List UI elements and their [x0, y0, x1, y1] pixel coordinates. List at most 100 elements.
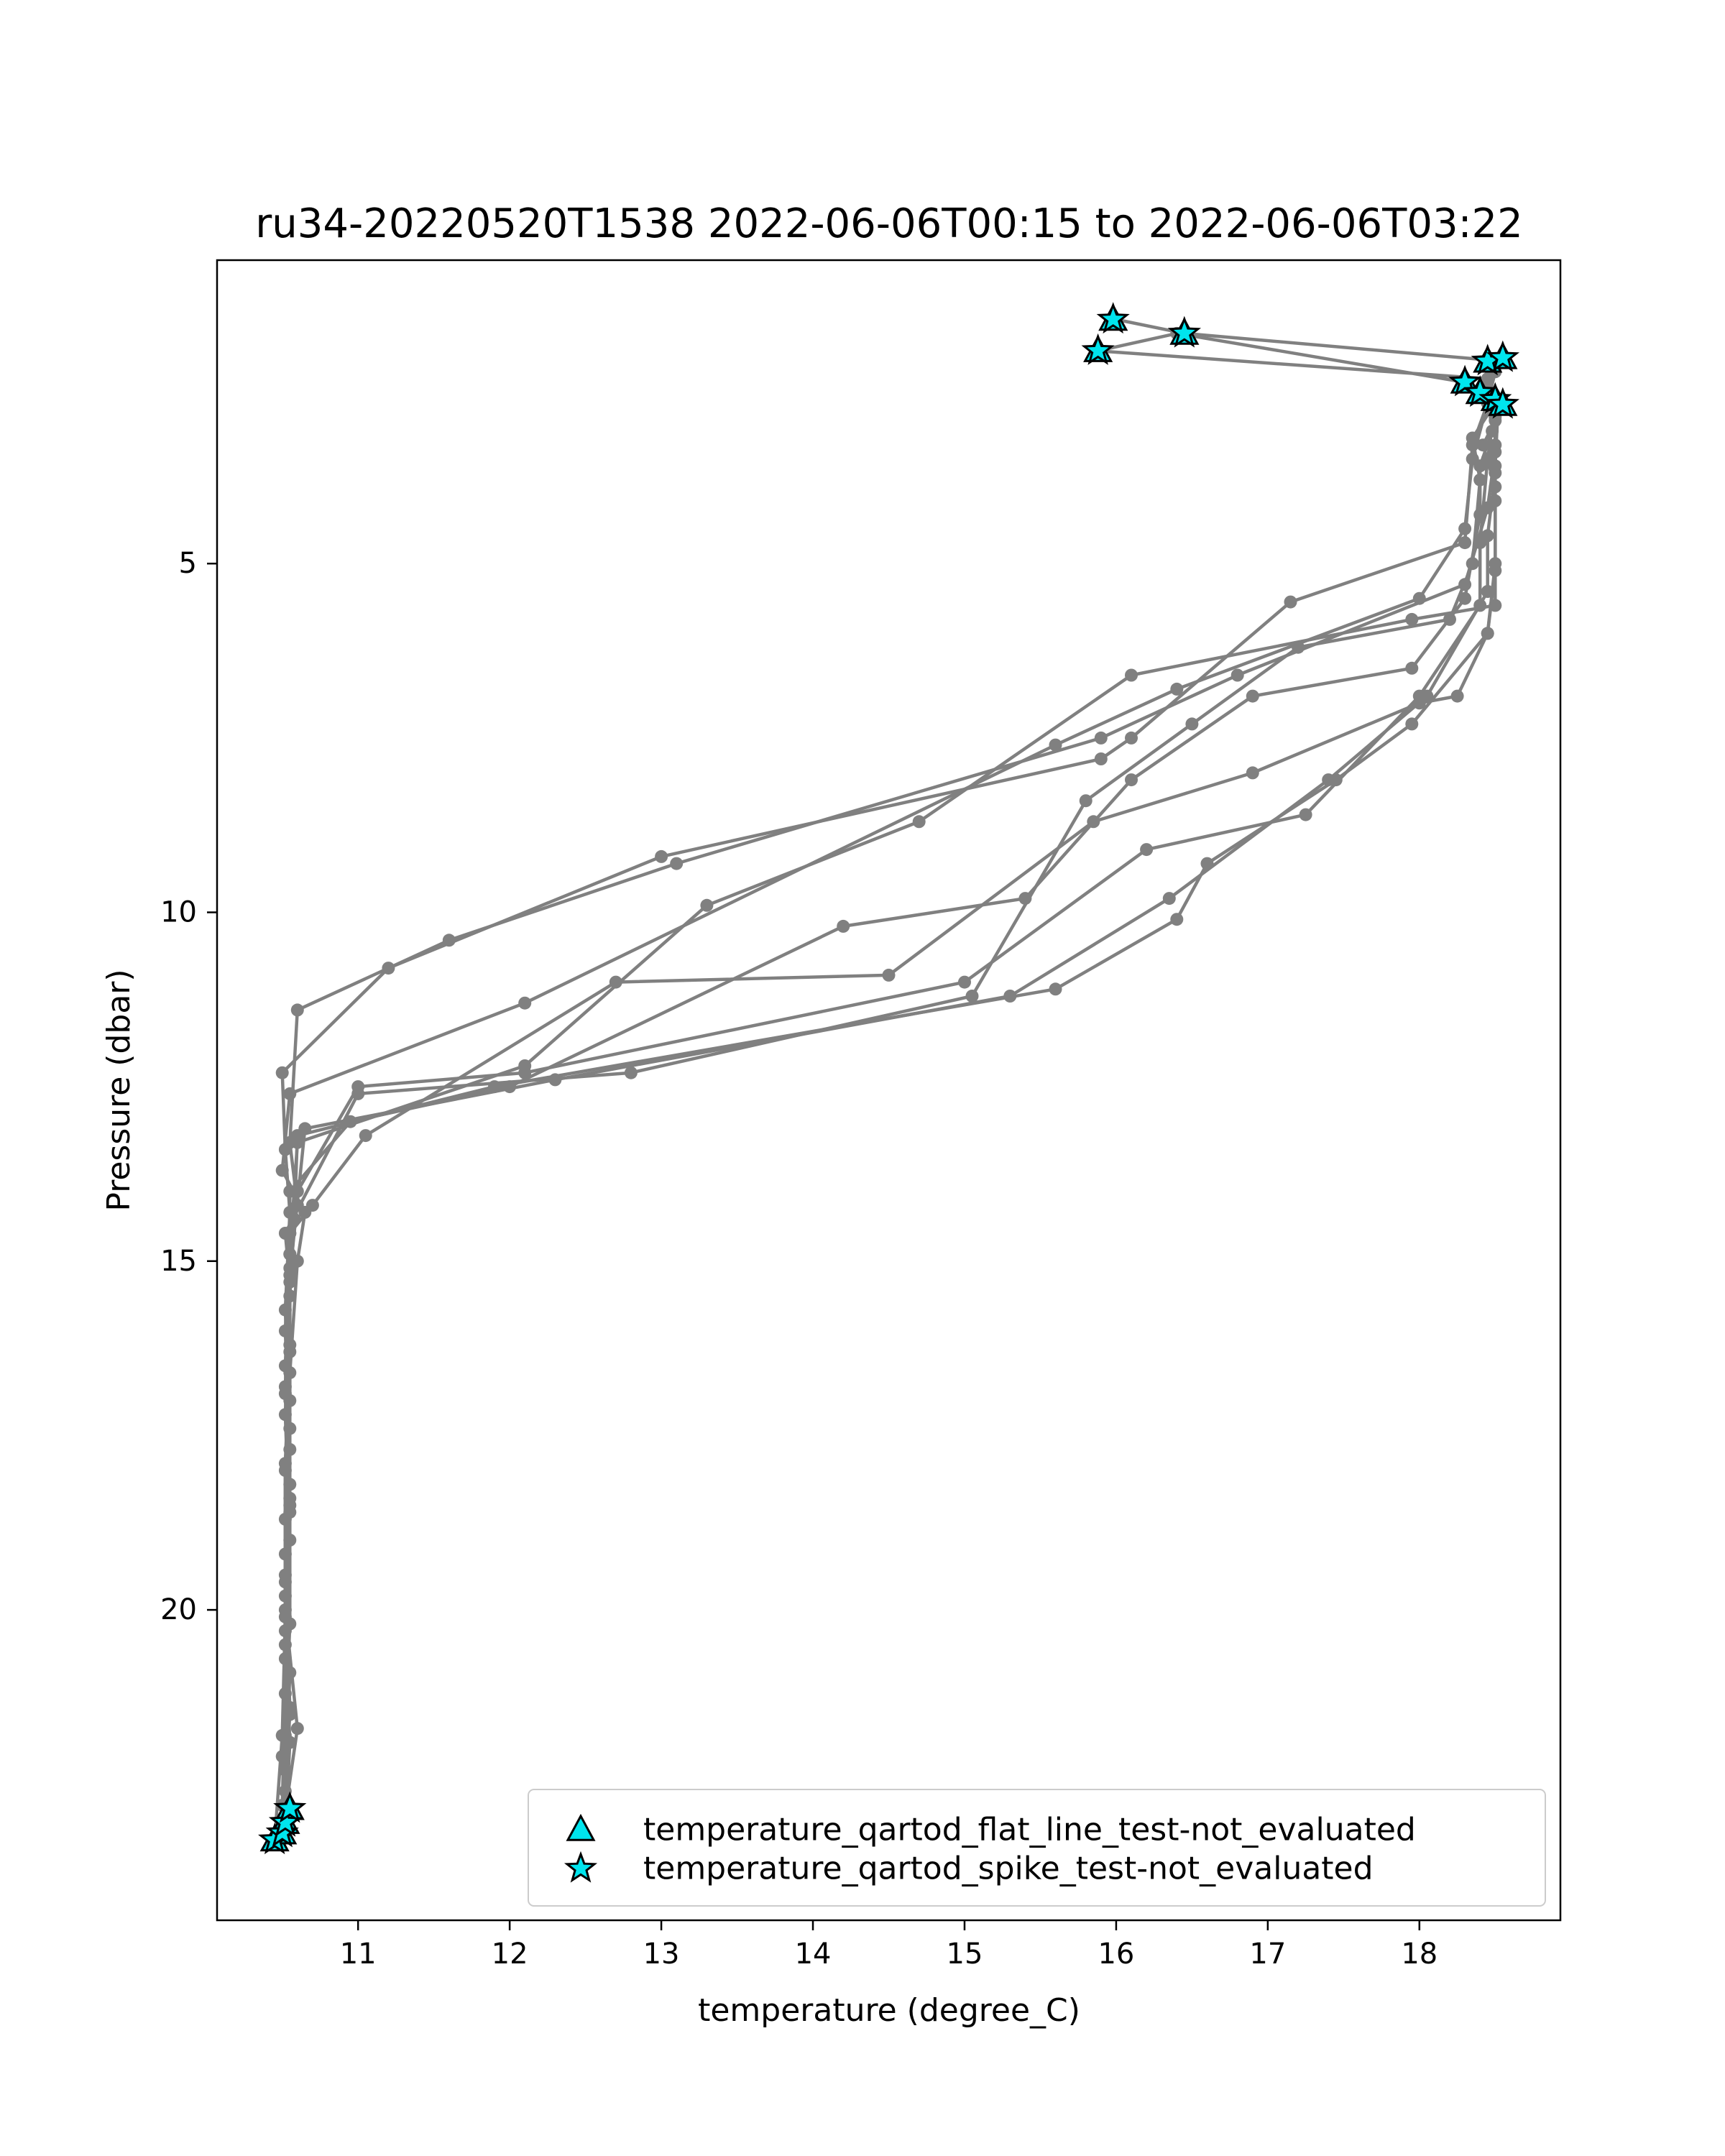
- flag-star-marker: [1096, 302, 1130, 334]
- profile-point: [1087, 815, 1100, 829]
- profile-point: [1489, 557, 1502, 571]
- profile-point: [283, 1617, 297, 1631]
- x-tick-label: 18: [1401, 1938, 1438, 1971]
- profile-point: [275, 1164, 289, 1177]
- profile-point: [1049, 982, 1062, 996]
- profile-point: [290, 1184, 304, 1198]
- legend-entry-flat-line: temperature_qartod_flat_line_test-not_ev…: [643, 1812, 1416, 1848]
- profile-point: [283, 1498, 297, 1512]
- profile-point: [278, 1380, 292, 1393]
- profile-point: [1094, 752, 1108, 765]
- profile-point: [609, 975, 622, 989]
- profile-point: [1473, 599, 1487, 612]
- profile-point: [1094, 731, 1108, 745]
- profile-point: [518, 1066, 532, 1079]
- profile-line: [283, 406, 1497, 1833]
- plot-frame: [216, 259, 1562, 1922]
- profile-point: [624, 1066, 638, 1079]
- profile-point: [442, 934, 456, 947]
- x-tick-label: 11: [340, 1938, 377, 1971]
- flag-star-marker: [1081, 333, 1115, 365]
- y-tick-label: 10: [160, 896, 197, 929]
- profile-line: [280, 400, 1497, 1827]
- legend-star-marker: [564, 1851, 598, 1883]
- flag-star-marker: [1486, 387, 1519, 419]
- profile-point: [1481, 452, 1494, 466]
- profile-point: [912, 815, 926, 829]
- chart-title: ru34-20220520T1538 2022-06-06T00:15 to 2…: [255, 201, 1522, 247]
- profile-point: [1405, 612, 1419, 626]
- profile-point: [1140, 843, 1154, 857]
- profile-point: [1170, 913, 1184, 926]
- profile-point: [1473, 536, 1487, 550]
- profile-10: [278, 400, 1502, 1840]
- profile-8: [278, 393, 1505, 1840]
- profile-6: [275, 424, 1499, 1812]
- profile-lines: [268, 313, 1509, 1847]
- x-tick-label: 14: [795, 1938, 832, 1971]
- profile-point: [670, 857, 684, 870]
- profile-point: [1466, 431, 1479, 445]
- profile-3: [275, 393, 1502, 1833]
- y-tick-label: 15: [160, 1245, 197, 1278]
- profile-point: [351, 1080, 365, 1094]
- profile-point: [1125, 668, 1138, 682]
- legend-triangle-icon: [566, 1813, 596, 1841]
- flag-markers: [258, 302, 1519, 1855]
- legend-box: [528, 1789, 1546, 1907]
- profile-point: [1405, 661, 1419, 675]
- profile-line: [280, 402, 1500, 1830]
- profile-point: [1458, 522, 1472, 535]
- profile-point: [290, 1722, 304, 1736]
- legend-entry-spike: temperature_qartod_spike_test-not_evalua…: [643, 1851, 1374, 1887]
- profile-7: [275, 438, 1502, 1830]
- profile-point: [278, 1728, 292, 1742]
- profile-point: [1329, 773, 1343, 787]
- x-axis-label: temperature (degree_C): [698, 1992, 1080, 2029]
- profile-point: [1299, 808, 1312, 821]
- profile-point: [1079, 794, 1092, 808]
- profile-5: [275, 382, 1502, 1840]
- profile-point: [305, 1199, 319, 1212]
- profile-point: [290, 1129, 304, 1143]
- flag-star-marker: [1463, 375, 1497, 407]
- profile-point: [1170, 682, 1184, 696]
- profile-point: [965, 990, 979, 1003]
- y-tick-label: 20: [160, 1593, 197, 1626]
- profile-line: [283, 399, 1500, 1833]
- profile-point: [655, 849, 668, 863]
- profile-point: [518, 996, 532, 1010]
- x-tick-label: 13: [643, 1938, 680, 1971]
- profile-point: [1200, 857, 1214, 870]
- y-tick-label: 5: [179, 547, 197, 580]
- profile-point: [958, 975, 971, 989]
- profile-point: [1450, 689, 1464, 703]
- profile-line: [280, 430, 1494, 1805]
- profile-4: [275, 397, 1502, 1826]
- x-tick-label: 15: [947, 1938, 983, 1971]
- flag-series-star: [258, 302, 1519, 1855]
- profile-point: [1125, 731, 1138, 745]
- profile-point: [1458, 591, 1472, 605]
- profile-point: [275, 1066, 289, 1079]
- x-axis-ticks: 11 12 13 14 15 16 17 18: [340, 1920, 1438, 1971]
- profile-point: [1481, 372, 1494, 385]
- profile-point: [1018, 892, 1032, 906]
- profile-point: [283, 1261, 297, 1275]
- profile-point: [1125, 773, 1138, 787]
- y-axis-label: Pressure (dbar): [101, 969, 137, 1211]
- profile-point: [1049, 738, 1062, 752]
- profile-point: [1246, 766, 1259, 780]
- profile-point: [1185, 717, 1199, 731]
- profile-point: [1246, 689, 1259, 703]
- legend-triangle-marker: [566, 1813, 596, 1841]
- profile-point: [290, 1003, 304, 1017]
- profile-point: [359, 1129, 372, 1143]
- profile-point: [1162, 892, 1176, 906]
- profile-point: [837, 919, 850, 933]
- profile-point: [700, 898, 714, 912]
- x-tick-label: 17: [1249, 1938, 1286, 1971]
- profile-line: [280, 445, 1497, 1823]
- x-tick-label: 12: [492, 1938, 528, 1971]
